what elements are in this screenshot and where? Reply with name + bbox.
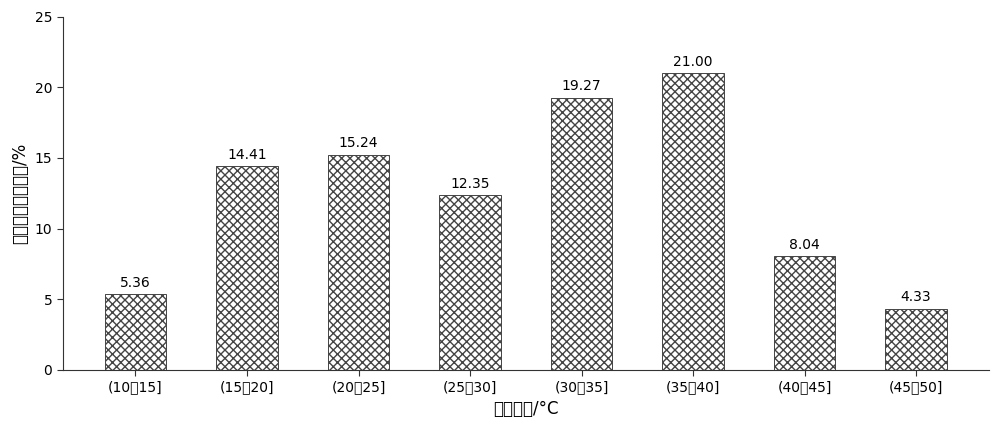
Text: 15.24: 15.24 (339, 136, 378, 150)
X-axis label: 温度区间/°C: 温度区间/°C (493, 400, 559, 418)
Bar (551, 97, 612, 370)
Text: 5.36: 5.36 (120, 276, 151, 290)
Bar (662, 73, 724, 370)
Bar (774, 256, 835, 370)
Text: 12.35: 12.35 (450, 177, 490, 191)
Text: 19.27: 19.27 (562, 79, 601, 94)
Bar (216, 166, 278, 370)
Bar (105, 294, 166, 370)
Bar (885, 309, 947, 370)
Text: 21.00: 21.00 (673, 55, 713, 69)
Text: 8.04: 8.04 (789, 238, 820, 252)
Y-axis label: 全年温度分布频率/%: 全年温度分布频率/% (11, 142, 29, 244)
Text: 14.41: 14.41 (227, 148, 267, 162)
Bar (439, 195, 501, 370)
Bar (328, 154, 389, 370)
Text: 4.33: 4.33 (901, 290, 931, 305)
